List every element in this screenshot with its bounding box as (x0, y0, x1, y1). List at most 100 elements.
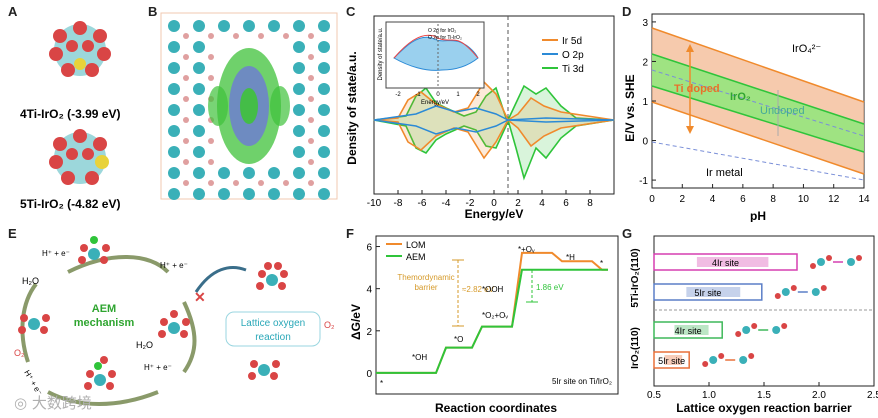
pourbaix-xtick-label: 4 (710, 194, 716, 205)
site-icon (718, 353, 725, 359)
barrier-bar (653, 253, 798, 271)
o-atom (308, 138, 314, 144)
lattice-title-2: reaction (255, 332, 291, 343)
site-icon (781, 323, 788, 329)
dos-ylabel: Density of state/a.u. (346, 51, 359, 164)
ti-atom (293, 62, 305, 74)
legend-ir-5d: Ir 5d (562, 36, 582, 47)
label-ti-doped: Ti doped (674, 83, 720, 95)
barrier-xtick-label: 2.5 (867, 390, 878, 401)
barrier-xlabel: Lattice oxygen reaction barrier (676, 401, 852, 415)
site-icon (820, 285, 827, 291)
h2o-right: H₂O (136, 340, 153, 350)
site-icon (826, 255, 832, 261)
o-atom (183, 180, 189, 186)
legend-lom: LOM (406, 240, 426, 250)
site-note: 5Ir site on Ti/IrO₂ (552, 377, 612, 386)
o-atom (183, 33, 189, 39)
inset-tick-label: 1 (456, 92, 460, 98)
pourbaix-xtick-label: 14 (858, 194, 870, 205)
ti-atom (168, 62, 180, 74)
dos-tick-label: 8 (587, 198, 593, 209)
ti-atom (318, 20, 330, 32)
aem-barrier-value: 1.86 eV (536, 283, 564, 292)
group-label-5ti: 5Ti-IrO₂(110) (630, 248, 641, 307)
site-icon (810, 263, 816, 269)
pourbaix-xtick-label: 6 (740, 194, 746, 205)
barrier-bar (653, 321, 723, 339)
ti-atom (168, 146, 180, 158)
ti-atom (193, 41, 205, 53)
o2-right: O₂ (324, 320, 335, 330)
site-icon (856, 255, 862, 261)
barrier-bar-label: 4Ir site (675, 326, 702, 336)
o-atom (183, 96, 189, 102)
ti-atom (243, 20, 255, 32)
site-icon (790, 285, 797, 291)
site-icon (702, 361, 709, 367)
panel-g-barrier-chart: 5Ti-IrO₂(110) IrO₂(110) 4Ir site 5Ir site… (630, 235, 878, 415)
site-icon (709, 356, 718, 364)
pourbaix-xtick-label: 2 (680, 194, 686, 205)
dos-xticks: -10 -8 -6 -4 -2 0 2 4 6 8 (367, 190, 593, 209)
ti-atom (268, 20, 280, 32)
barrier-bar-fill (664, 355, 683, 365)
cluster-4ti (49, 21, 111, 77)
site-icon (739, 356, 748, 364)
ti-atom (268, 188, 280, 200)
step-label-2: H⁺ + e⁻ (160, 261, 188, 270)
ti-atom (293, 104, 305, 116)
dg-ytick-label: 2 (366, 327, 372, 338)
site-icon (817, 258, 825, 266)
ti-atom (218, 20, 230, 32)
o-atom (258, 180, 264, 186)
ti-atom (218, 167, 230, 179)
mol-lattice-bottom (248, 360, 280, 380)
inset-tick-label: 0 (436, 92, 440, 98)
state-o: *O (454, 335, 463, 344)
o-atom (308, 96, 314, 102)
o-atom (308, 117, 314, 123)
aem-path (376, 268, 608, 374)
panel-label-g: G (622, 226, 633, 241)
ti-atom (168, 83, 180, 95)
dos-curves (373, 80, 615, 181)
dos-tick-label: 4 (539, 198, 545, 209)
ti-atom (293, 188, 305, 200)
o2-left: O₂ (14, 348, 25, 358)
dos-tick-label: -10 (367, 198, 382, 209)
ti-atom (318, 104, 330, 116)
state-ov: *+Oᵥ (518, 245, 535, 254)
ti-atom (168, 125, 180, 137)
ti-atom (318, 125, 330, 137)
charge-density-lobes (208, 48, 290, 164)
o-atom (233, 180, 239, 186)
state-star-end: * (600, 259, 603, 268)
panel-label-a: A (8, 4, 18, 19)
barrier-label-2: barrier (414, 283, 437, 292)
panel-b-charge-density (160, 12, 338, 200)
site-icon (772, 326, 781, 334)
pourbaix-xticks: 0 2 4 6 8 10 12 14 (649, 184, 870, 205)
label-5ti-iro2: 5Ti-IrO₂ (-4.82 eV) (20, 197, 120, 211)
o-atom (258, 33, 264, 39)
dos-tick-label: 0 (491, 198, 497, 209)
state-ooh: *OOH (482, 285, 504, 294)
state-star-start: * (380, 379, 383, 388)
cluster-5ti (49, 129, 109, 185)
panel-f-free-energy: ΔG/eV 6 4 2 0 LOM AEM Themordynamic barrier… (349, 235, 619, 415)
ti-atom (168, 20, 180, 32)
mol-lattice-top (256, 262, 288, 290)
ti-atom (318, 83, 330, 95)
o-atom (283, 180, 289, 186)
mol-top (78, 236, 110, 264)
barrier-bar-label: 4Ir site (712, 258, 739, 268)
barrier-xtick-label: 1.0 (702, 390, 716, 401)
site-icon (774, 293, 781, 299)
dos-tick-label: 6 (563, 198, 569, 209)
h2o-left: H₂O (22, 276, 39, 286)
site-icon (751, 323, 758, 329)
pourbaix-yticks: 3 2 1 0 -1 (639, 18, 656, 187)
barrier-bar-fill (674, 325, 709, 335)
legend-ti-3d: Ti 3d (562, 64, 584, 75)
